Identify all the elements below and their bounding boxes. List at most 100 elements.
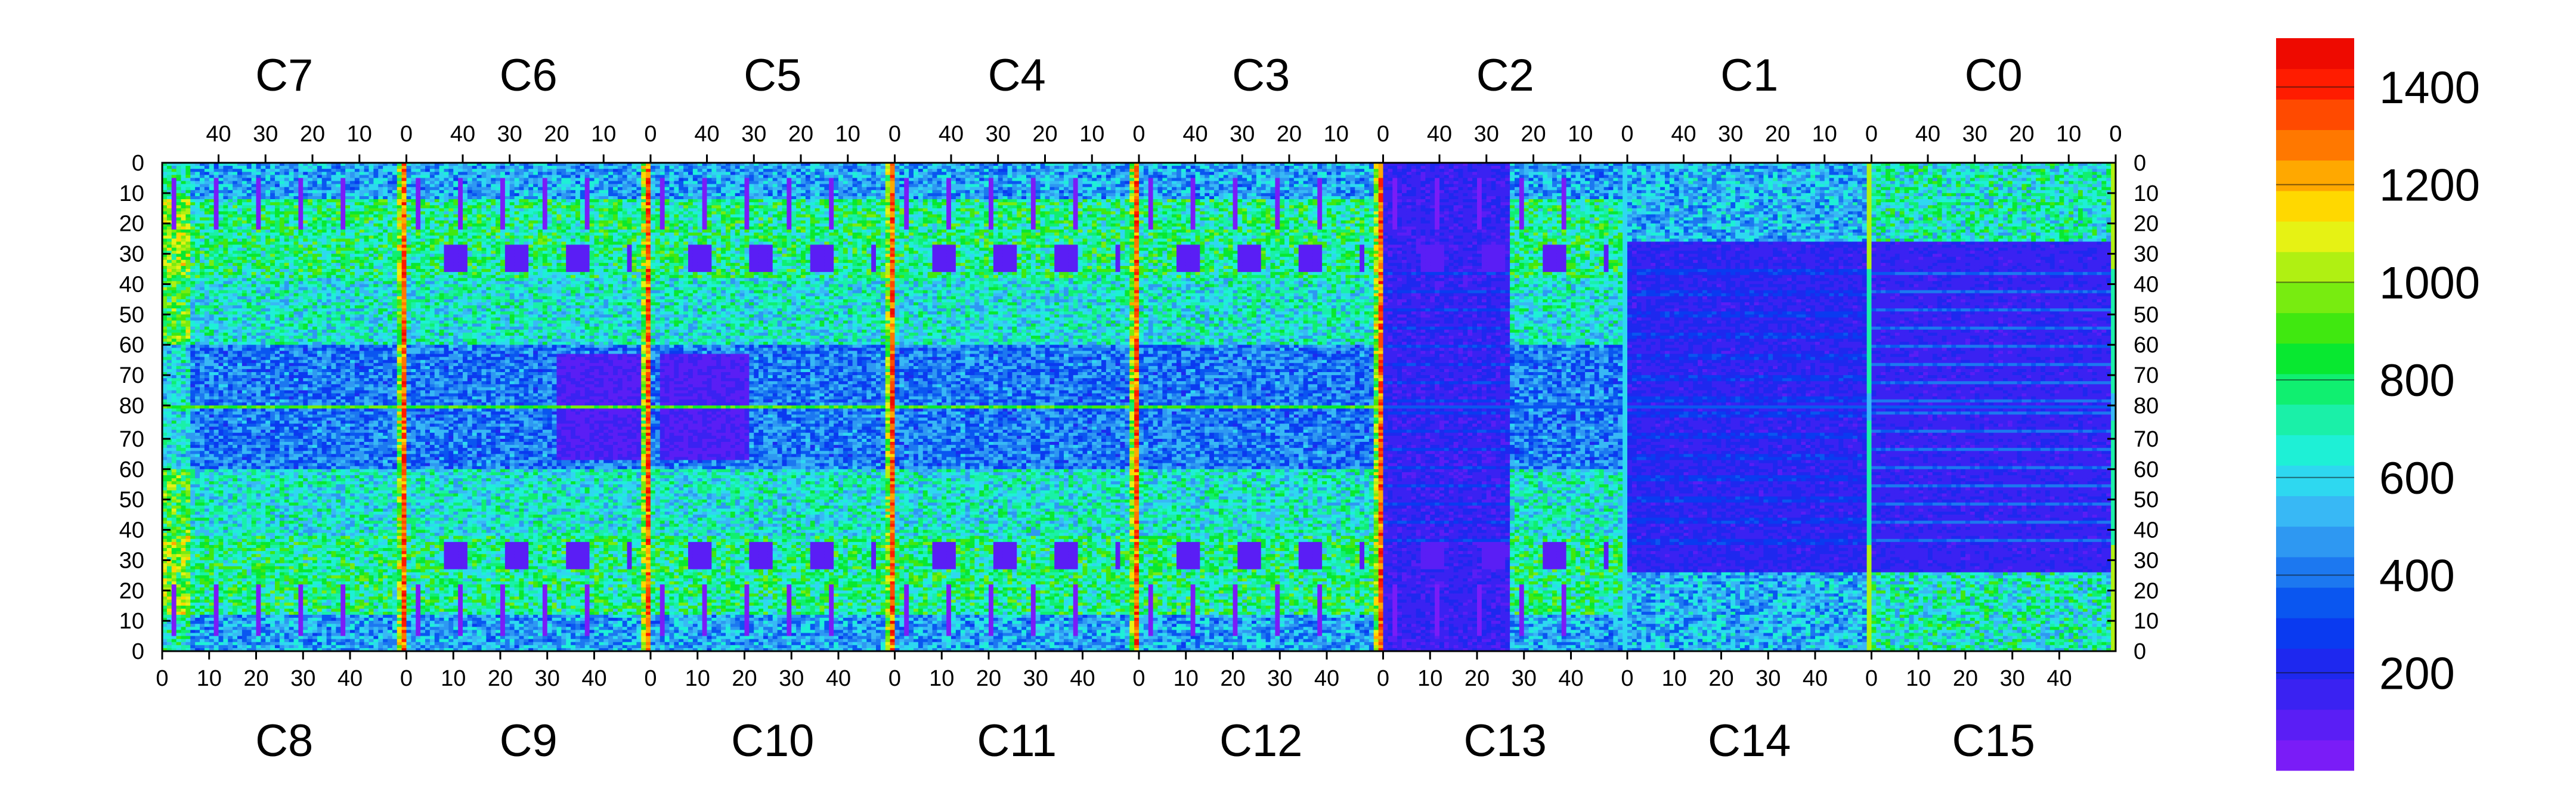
heatmap-cell [167, 642, 172, 646]
heatmap-cell [190, 227, 195, 230]
heatmap-cell [181, 302, 186, 306]
heatmap-cell [200, 387, 205, 391]
heatmap-cell [185, 305, 190, 309]
heatmap-cell [195, 296, 200, 300]
heatmap-cell [181, 181, 186, 185]
heatmap-cell [177, 411, 181, 415]
heatmap-cell [177, 503, 181, 506]
heatmap-cell [172, 405, 177, 409]
heatmap-cell [190, 515, 195, 518]
heatmap-cell [195, 242, 200, 245]
heatmap-cell [177, 417, 181, 421]
heatmap-cell [177, 166, 181, 169]
heatmap-cell [195, 227, 200, 230]
heatmap-cell [200, 305, 205, 309]
heatmap-cell [209, 339, 214, 342]
heatmap-cell [177, 193, 181, 197]
heatmap-cell [205, 642, 209, 646]
heatmap-cell [205, 500, 209, 503]
heatmap-cell [190, 345, 195, 348]
heatmap-cell [172, 578, 177, 582]
heatmap-cell [185, 387, 190, 391]
heatmap-cell [185, 539, 190, 543]
heatmap-cell [167, 566, 172, 570]
heatmap-cell [195, 254, 200, 258]
heatmap-cell [181, 269, 186, 273]
heatmap-cell [209, 242, 214, 245]
heatmap-cell [167, 184, 172, 188]
heatmap-cell [190, 411, 195, 415]
heatmap-cell [181, 436, 186, 439]
heatmap-cell [172, 475, 177, 479]
heatmap-cell [172, 445, 177, 448]
heatmap-cell [172, 612, 177, 615]
heatmap-cell [181, 227, 186, 230]
heatmap-cell [195, 360, 200, 364]
heatmap-cell [177, 584, 181, 588]
heatmap-cell [205, 394, 209, 397]
heatmap-cell [185, 336, 190, 339]
heatmap-cell [190, 572, 195, 576]
heatmap-cell [205, 569, 209, 573]
heatmap-cell [205, 518, 209, 521]
heatmap-cell [167, 354, 172, 357]
heatmap-cell [177, 587, 181, 591]
heatmap-cell [172, 451, 177, 454]
heatmap-cell [172, 521, 177, 524]
heatmap-cell [177, 554, 181, 558]
heatmap-cell [190, 266, 195, 270]
heatmap-cell [177, 621, 181, 624]
heatmap-cell [181, 202, 186, 206]
heatmap-cell [190, 451, 195, 454]
heatmap-cell [177, 190, 181, 194]
heatmap-cell [195, 333, 200, 336]
heatmap-cell [190, 560, 195, 564]
heatmap-cell [200, 227, 205, 230]
heatmap-cell [181, 263, 186, 267]
heatmap-cell [181, 190, 186, 194]
heatmap-cell [190, 321, 195, 324]
heatmap-cell [185, 296, 190, 300]
heatmap-cell [195, 509, 200, 512]
heatmap-cell [190, 202, 195, 206]
heatmap-cell [181, 357, 186, 361]
heatmap-cell [190, 423, 195, 427]
heatmap-cell [209, 333, 214, 336]
heatmap-cell [209, 196, 214, 200]
heatmap-cell [172, 247, 177, 251]
heatmap-cell [209, 205, 214, 209]
heatmap-cell [185, 287, 190, 291]
heatmap-cell [185, 530, 190, 534]
heatmap-cell [167, 384, 172, 388]
heatmap-cell [172, 566, 177, 570]
heatmap-cell [185, 254, 190, 258]
heatmap-cell [200, 224, 205, 227]
heatmap-cell [209, 218, 214, 221]
heatmap-cell [172, 530, 177, 534]
heatmap-cell [177, 287, 181, 291]
heatmap-cell [185, 566, 190, 570]
heatmap-cell [195, 518, 200, 521]
heatmap-cell [200, 178, 205, 181]
heatmap-cell [181, 636, 186, 640]
heatmap-cell [200, 615, 205, 618]
heatmap-cell [177, 196, 181, 200]
heatmap-cell [177, 572, 181, 576]
heatmap-cell [172, 381, 177, 385]
heatmap-cell [177, 603, 181, 606]
heatmap-cell [190, 400, 195, 403]
heatmap-cell [209, 275, 214, 278]
heatmap-cell [195, 606, 200, 609]
heatmap-cell [200, 493, 205, 497]
heatmap-cell [185, 578, 190, 582]
heatmap-cell [181, 472, 186, 476]
heatmap-cell [177, 430, 181, 434]
heatmap-cell [177, 247, 181, 251]
heatmap-cell [172, 463, 177, 467]
heatmap-cell [190, 387, 195, 391]
heatmap-cell [190, 205, 195, 209]
heatmap-cell [190, 414, 195, 418]
heatmap-cell [190, 521, 195, 524]
heatmap-cell [200, 554, 205, 558]
heatmap-cell [195, 454, 200, 457]
